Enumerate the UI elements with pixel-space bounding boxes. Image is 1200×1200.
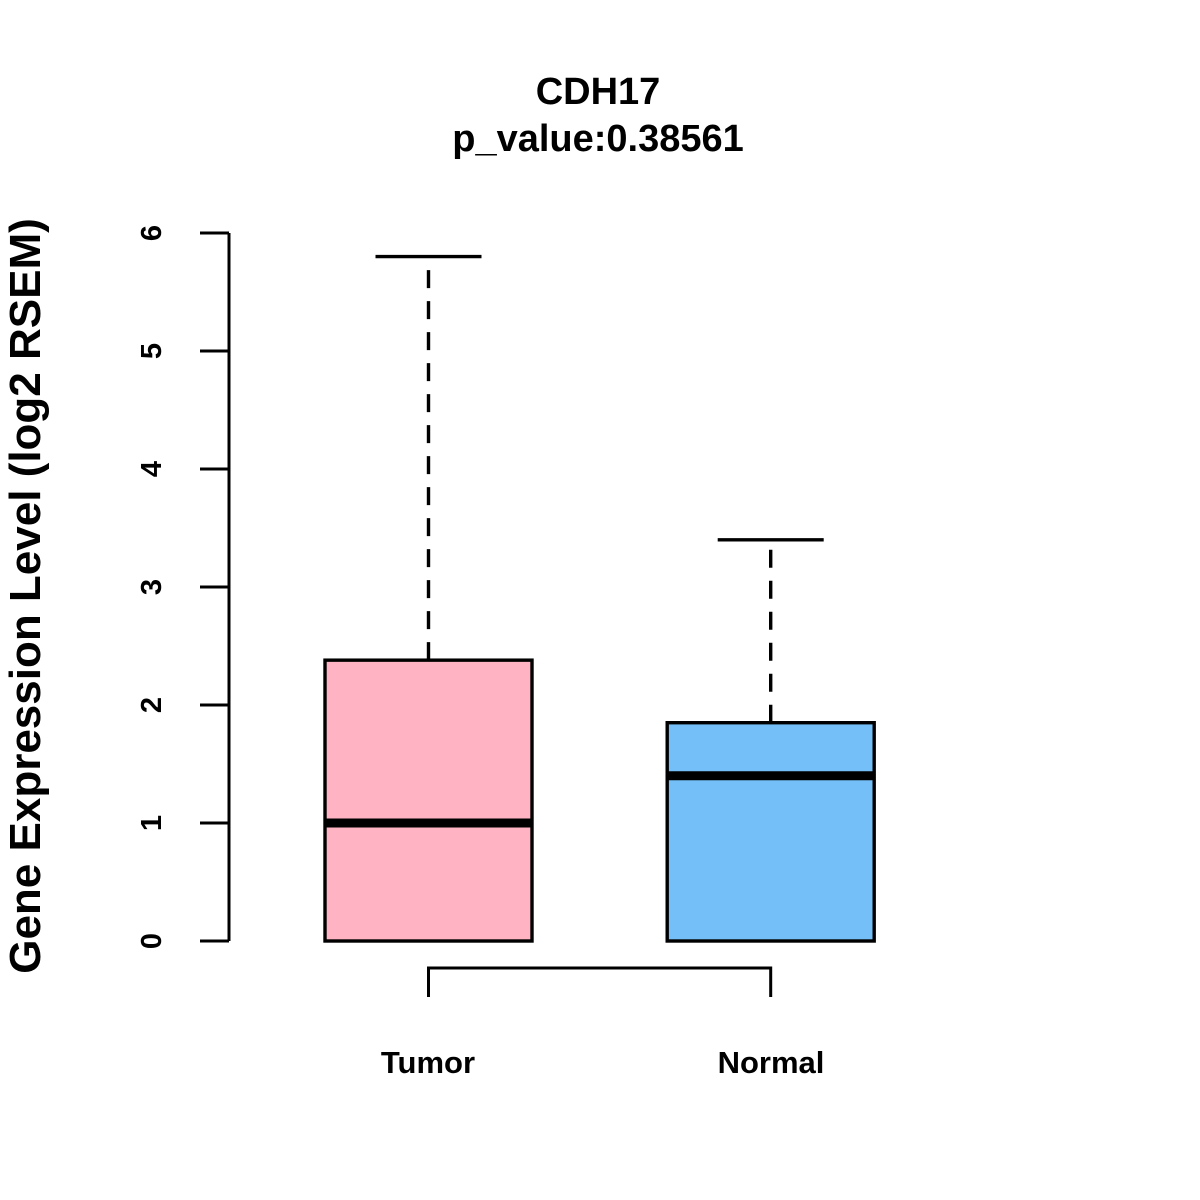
boxplot-group-normal (665, 538, 876, 943)
y-tick-label: 5 (136, 343, 168, 359)
y-axis: 0 1 2 3 4 5 6 (136, 225, 231, 949)
p-value-subtitle: p_value:0.38561 (452, 118, 744, 160)
x-label-normal: Normal (718, 1045, 825, 1080)
x-label-tumor: Tumor (381, 1045, 475, 1080)
iqr-box-normal (665, 721, 876, 943)
y-tick-label: 0 (136, 933, 168, 949)
x-axis-bracket (427, 966, 773, 997)
boxplot-group-tumor (323, 254, 534, 943)
y-tick-label: 2 (136, 697, 168, 713)
y-tick-label: 3 (136, 579, 168, 595)
y-tick-label: 1 (136, 815, 168, 831)
boxplot-boxes (323, 254, 876, 943)
comparison-bracket-path (427, 966, 773, 997)
y-tick-label: 6 (136, 225, 168, 241)
y-tick-label: 4 (136, 461, 168, 477)
chart-title: CDH17 (536, 71, 661, 113)
iqr-box-tumor (323, 658, 534, 943)
y-axis-label: Gene Expression Level (log2 RSEM) (1, 218, 50, 974)
